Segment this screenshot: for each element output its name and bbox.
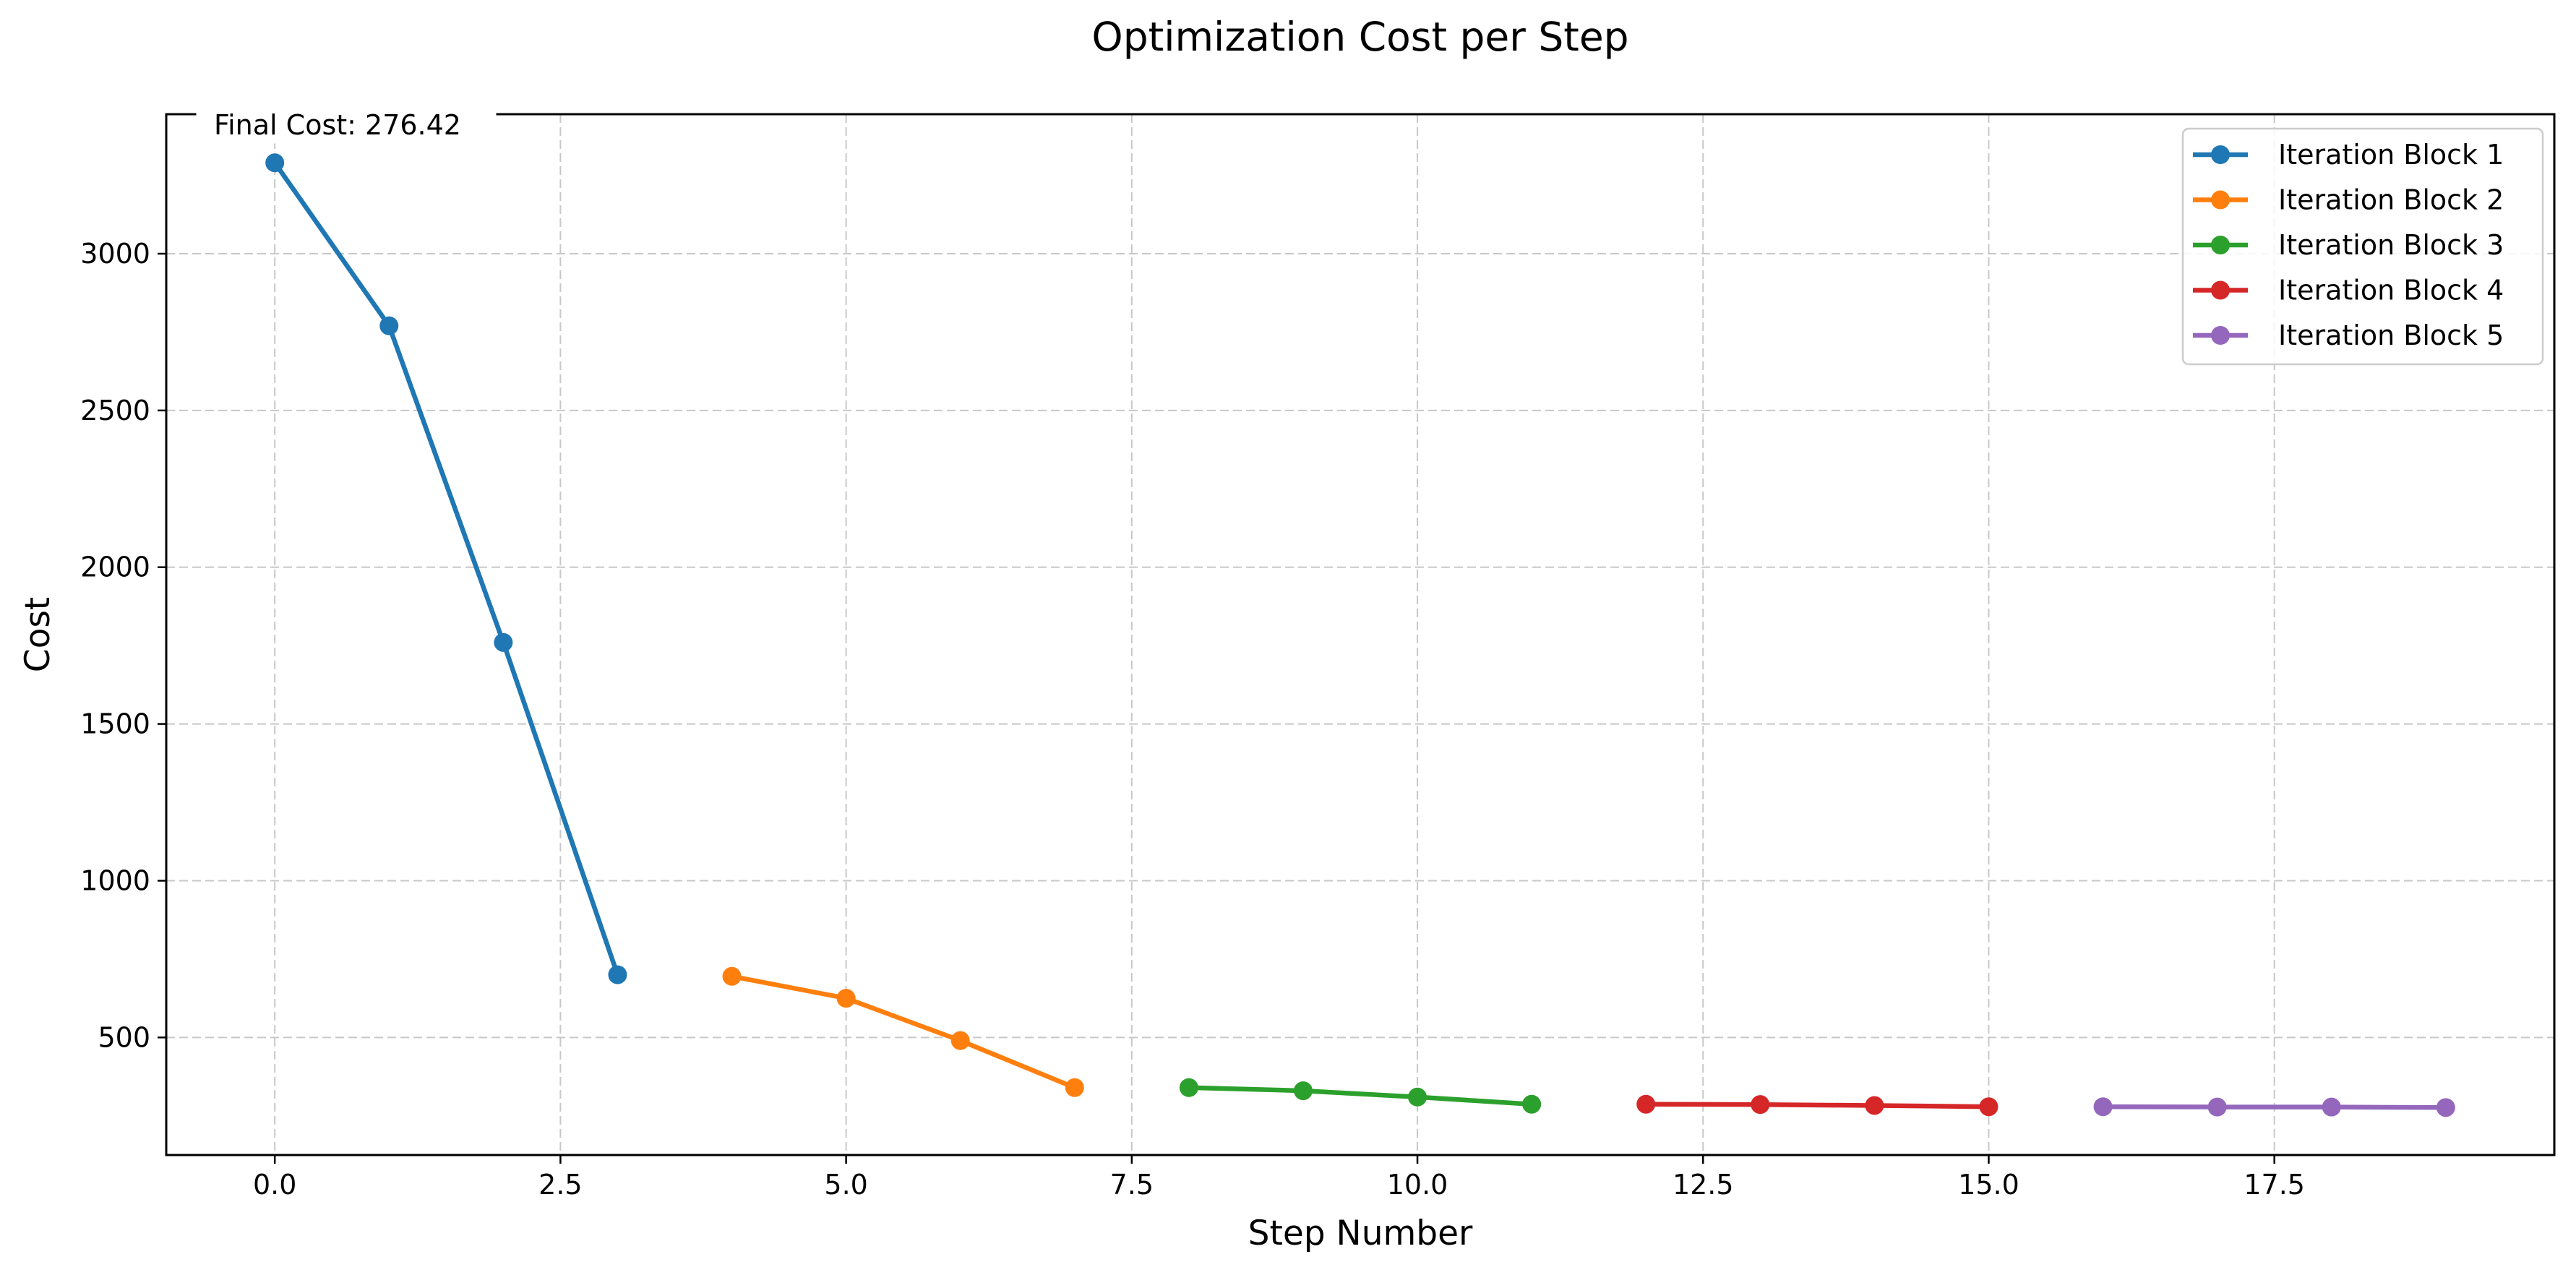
- data-point: [2436, 1098, 2455, 1117]
- series-lines: [265, 153, 2455, 1117]
- x-tick-label: 5.0: [824, 1169, 867, 1201]
- data-point: [1408, 1087, 1427, 1107]
- series-1: [265, 153, 627, 984]
- data-point: [1636, 1094, 1656, 1114]
- legend-frame: [2181, 127, 2544, 366]
- legend-swatch-marker: [2211, 236, 2230, 254]
- x-tick-label: 10.0: [1387, 1169, 1448, 1201]
- legend-label: Iteration Block 1: [2278, 139, 2504, 171]
- data-point: [379, 316, 399, 335]
- plot-area-frame: [165, 113, 2556, 1156]
- data-point: [1751, 1095, 1770, 1115]
- legend: Iteration Block 1 Iteration Block 2 Iterat…: [2181, 127, 2544, 366]
- legend-label: Iteration Block 4: [2278, 275, 2504, 306]
- x-tick-label: 7.5: [1110, 1169, 1154, 1201]
- data-point: [1865, 1096, 1884, 1115]
- legend-swatch-marker: [2211, 145, 2230, 164]
- data-point: [722, 966, 742, 986]
- series-line: [1643, 1102, 1991, 1109]
- annotation-text: Final Cost: 276.42: [214, 109, 461, 141]
- data-point: [1065, 1078, 1084, 1097]
- legend-label: Iteration Block 3: [2278, 229, 2504, 261]
- legend-item: Iteration Block 5: [2193, 319, 2504, 351]
- chart-title: Optimization Cost per Step: [1091, 14, 1628, 60]
- y-tick-label: 2000: [80, 551, 150, 583]
- x-tick-label: 2.5: [538, 1169, 582, 1201]
- legend-label: Iteration Block 2: [2278, 184, 2504, 216]
- data-point: [1179, 1078, 1198, 1097]
- final-cost-annotation: Final Cost: 276.42: [196, 106, 497, 144]
- x-axis-label: Step Number: [1248, 1214, 1473, 1253]
- axis-ticks: 0.0 2.5 5.0 7.5 10.0 12.5 15.0 17.5 500 1000 1500 2…: [80, 238, 2305, 1201]
- legend-item: Iteration Block 2: [2193, 184, 2504, 216]
- data-point: [1293, 1081, 1313, 1101]
- annotation-box: [196, 106, 497, 144]
- legend-swatch-marker: [2211, 190, 2230, 210]
- data-point: [2322, 1097, 2341, 1117]
- x-tick-label: 0.0: [253, 1169, 296, 1201]
- data-point: [265, 153, 285, 173]
- legend-label: Iteration Block 5: [2278, 319, 2504, 351]
- x-tick-label: 12.5: [1673, 1169, 1734, 1201]
- data-point: [2093, 1097, 2113, 1117]
- data-point: [1522, 1094, 1542, 1114]
- series-4: [1636, 1094, 1998, 1117]
- series-line: [272, 160, 620, 977]
- data-point: [1979, 1097, 1998, 1117]
- y-tick-label: 2500: [80, 395, 150, 426]
- data-point: [950, 1031, 970, 1050]
- y-tick-label: 500: [98, 1021, 150, 1053]
- data-point: [836, 989, 856, 1008]
- series-2: [722, 966, 1084, 1097]
- series-5: [2093, 1097, 2455, 1117]
- data-point: [494, 632, 513, 652]
- y-axis-label: Cost: [18, 597, 58, 673]
- y-tick-label: 1500: [80, 708, 150, 740]
- legend-item: Iteration Block 4: [2193, 275, 2504, 306]
- legend-swatch-marker: [2211, 280, 2230, 300]
- legend-swatch-marker: [2211, 326, 2230, 345]
- data-point: [2207, 1097, 2227, 1117]
- series-3: [1179, 1078, 1542, 1114]
- y-tick-label: 3000: [80, 238, 150, 270]
- data-point: [608, 965, 627, 984]
- x-tick-label: 17.5: [2244, 1169, 2305, 1201]
- y-tick-label: 1000: [80, 864, 150, 896]
- legend-item: Iteration Block 3: [2193, 229, 2504, 261]
- x-tick-label: 15.0: [1958, 1169, 2019, 1201]
- series-line: [1186, 1085, 1534, 1107]
- legend-item: Iteration Block 1: [2193, 139, 2504, 171]
- series-line: [729, 974, 1078, 1090]
